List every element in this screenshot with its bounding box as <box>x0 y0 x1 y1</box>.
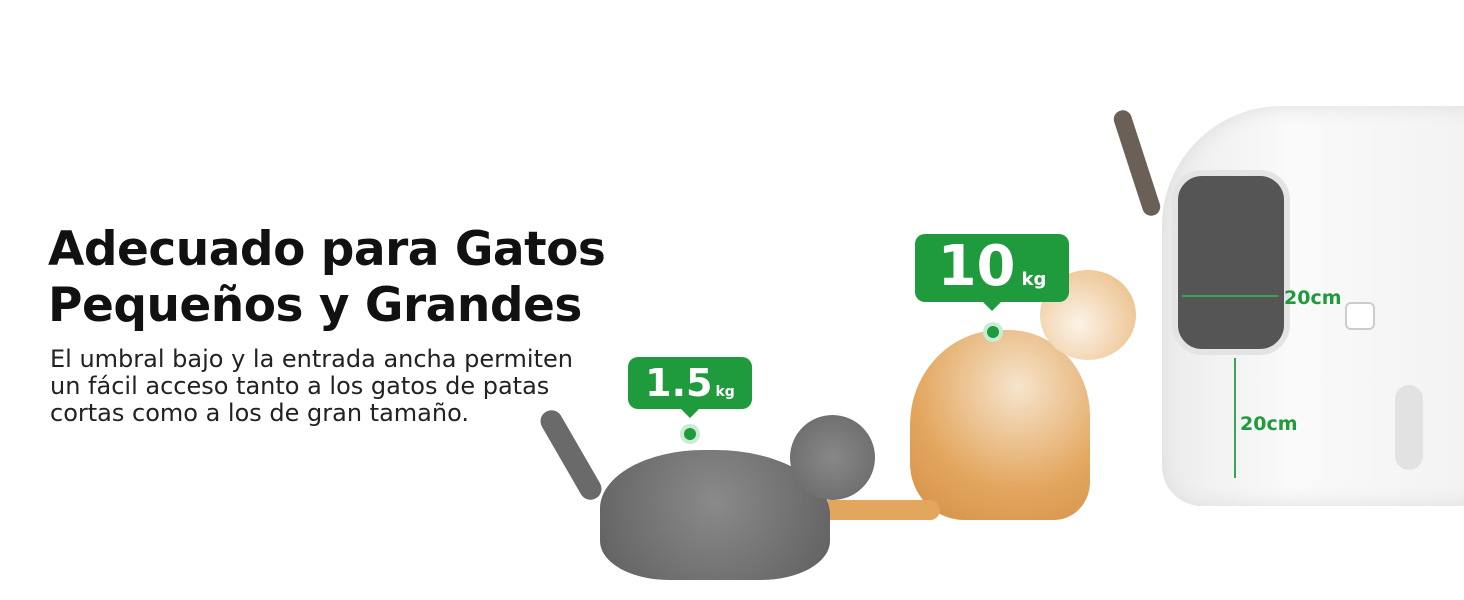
entrance-width-label: 20cm <box>1284 287 1342 309</box>
headline-line-1: Adecuado para Gatos <box>48 222 606 277</box>
large-cat-tail <box>820 500 940 520</box>
threshold-height-label: 20cm <box>1240 413 1298 435</box>
large-cat-weight-badge: 10 kg <box>915 234 1069 311</box>
headline-line-2: Pequeños y Grandes <box>48 278 582 333</box>
large-cat-image <box>910 330 1090 520</box>
small-cat-weight-badge: 1.5 kg <box>628 357 752 418</box>
width-line <box>1182 295 1278 297</box>
large-cat-unit: kg <box>1021 269 1047 290</box>
small-cat-weight: 1.5 <box>645 361 713 405</box>
description-line: un fácil acceso tanto a los gatos de pat… <box>50 372 550 400</box>
small-cat-unit: kg <box>715 384 735 400</box>
small-cat-marker-dot <box>684 428 696 440</box>
large-cat-marker-dot <box>987 326 999 338</box>
large-cat-weight: 10 <box>937 234 1016 299</box>
control-button-icon <box>1345 302 1375 330</box>
small-cat-head <box>790 415 875 500</box>
description: El umbral bajo y la entrada ancha permit… <box>50 346 630 427</box>
litter-box-drawer <box>1395 385 1423 470</box>
height-line <box>1234 358 1236 478</box>
cat-tail-image <box>1111 107 1163 219</box>
description-line: cortas como a los de gran tamaño. <box>50 399 469 427</box>
headline: Adecuado para Gatos Pequeños y Grandes <box>48 222 606 334</box>
description-line: El umbral bajo y la entrada ancha permit… <box>50 345 573 373</box>
litter-box-entrance <box>1172 170 1290 355</box>
